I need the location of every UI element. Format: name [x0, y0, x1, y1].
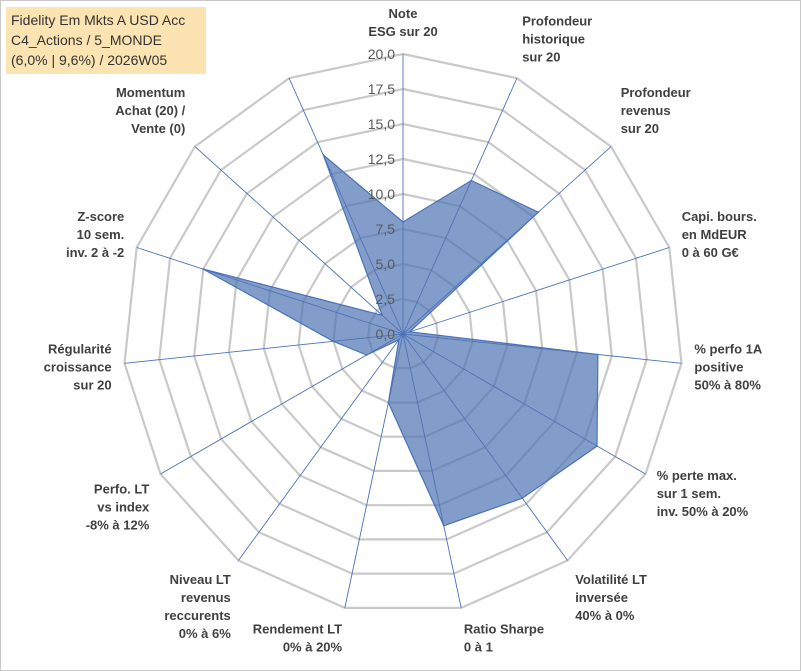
tick-label-7: 17,5 [368, 81, 395, 97]
axis-label-line: inv. 2 à -2 [66, 245, 124, 260]
chart-title-line-3: (6,0% | 9,6%) / 2026W05 [11, 52, 168, 68]
data-point-capi-bours [408, 331, 411, 333]
axis-label-line: Z-score [77, 209, 124, 224]
axis-label-line: 10 sem. [77, 227, 125, 242]
axis-label-line: vs index [97, 500, 150, 515]
axis-label-capi-bours: Capi. bours. en MdEUR 0 à 60 G€ [682, 209, 757, 260]
tick-label-2: 5,0 [376, 256, 396, 272]
grid-ring-8 [123, 52, 683, 610]
axis-label-line: Capi. bours. [682, 209, 757, 224]
axis-label-line: 0 à 60 G€ [682, 245, 739, 260]
data-point-momentum [381, 314, 384, 317]
data-point-regularite-croissance [332, 340, 335, 343]
axis-label-note-esg: Note ESG sur 20 [368, 6, 437, 39]
grid-ring-6 [193, 122, 613, 541]
axis-label-line: % perfo 1A [694, 341, 763, 356]
chart-title-line-1: Fidelity Em Mkts A USD Acc [11, 12, 186, 28]
data-point-axis-15-unlabeled [322, 154, 325, 156]
tick-label-3: 7,5 [376, 221, 396, 237]
data-point-perte-max [596, 445, 598, 447]
axis-label-line: Note [389, 6, 418, 21]
data-point-niveau-lt-revenus [398, 338, 400, 341]
data-point-perfo-lt-vs-index [365, 354, 368, 356]
chart-title-line-2: C4_Actions / 5_MONDE [11, 32, 162, 48]
axis-label-line: 0% à 20% [283, 640, 343, 655]
tick-label-6: 15,0 [368, 116, 395, 132]
axis-label-perfo-1a-positive: % perfo 1A positive 50% à 80% [694, 341, 763, 392]
axis-label-line: Ratio Sharpe [464, 622, 544, 637]
axis-label-line: sur 1 sem. [657, 486, 721, 501]
grid-ring-5 [227, 157, 579, 507]
axis-label-regularite-croissance: Régularité croissance sur 20 [44, 341, 112, 392]
axis-label-line: revenus [621, 103, 671, 118]
axis-label-line: Régularité [48, 341, 112, 356]
axis-label-line: 0% à 6% [179, 626, 231, 641]
axis-label-line: ESG sur 20 [368, 24, 437, 39]
grid-ring-4 [262, 192, 544, 472]
axis-label-line: en MdEUR [682, 227, 748, 242]
tick-label-0: 0,0 [376, 326, 396, 342]
axis-label-niveau-lt-revenus: Niveau LT revenus reccurents 0% à 6% [164, 572, 231, 641]
axis-label-momentum: Momentum Achat (20) / Vente (0) [115, 85, 185, 136]
axis-label-line: Vente (0) [131, 121, 185, 136]
axis-label-line: Momentum [116, 85, 185, 100]
grid-ring-3 [297, 227, 509, 438]
axis-label-line: 40% à 0% [575, 608, 635, 623]
spoke-momentum [194, 146, 404, 335]
axis-label-profondeur-revenus: Profondeur revenus sur 20 [621, 85, 691, 136]
axis-label-line: 50% à 80% [694, 377, 761, 392]
axis-label-line: Niveau LT [170, 572, 231, 587]
data-point-rendement-lt [387, 401, 390, 404]
axis-label-line: sur 20 [522, 49, 560, 64]
axis-label-line: Volatilité LT [575, 572, 647, 587]
axis-label-line: positive [694, 359, 743, 374]
axis-label-line: Perfo. LT [94, 482, 149, 497]
axis-label-rendement-lt: Rendement LT 0% à 20% [253, 622, 343, 655]
axis-label-line: reccurents [164, 608, 230, 623]
data-point-ratio-sharpe [443, 524, 445, 527]
axis-label-line: Profondeur [522, 13, 592, 28]
data-point-profondeur-revenus [537, 211, 540, 213]
axis-label-line: sur 20 [73, 377, 111, 392]
spoke-niveau-lt-revenus [238, 333, 404, 561]
chart-title-box: Fidelity Em Mkts A USD Acc C4_Actions / … [6, 7, 206, 74]
spoke-perfo-lt-vs-index [160, 333, 404, 475]
axis-label-profondeur-historique: Profondeur historique sur 20 [522, 13, 592, 64]
axis-label-z-score: Z-score 10 sem. inv. 2 à -2 [66, 209, 124, 260]
axis-label-line: Rendement LT [253, 622, 342, 637]
axis-label-line: sur 20 [621, 121, 659, 136]
data-point-profondeur-historique [470, 179, 473, 182]
axis-label-perfo-lt-vs-index: Perfo. LT vs index -8% à 12% [86, 482, 150, 533]
axis-label-line: -8% à 12% [86, 518, 150, 533]
axis-label-line: revenus [181, 590, 231, 605]
spoke-capi-bours [402, 247, 670, 335]
axis-label-ratio-sharpe: Ratio Sharpe 0 à 1 [464, 622, 544, 655]
axis-label-line: inversée [575, 590, 628, 605]
data-point-perfo-1a-positive [597, 353, 599, 356]
axis-label-volatilite-lt: Volatilité LT inversée 40% à 0% [575, 572, 647, 623]
data-point-volatilite-lt [521, 497, 524, 500]
axis-label-line: Achat (20) / [115, 103, 185, 118]
axis-label-line: Profondeur [621, 85, 691, 100]
axis-label-line: % perte max. [657, 468, 737, 483]
grid-ring-7 [158, 87, 648, 575]
axis-label-line: croissance [44, 359, 112, 374]
axis-label-line: 0 à 1 [464, 640, 493, 655]
data-point-note-esg [402, 221, 404, 223]
data-point-z-score [202, 268, 205, 270]
tick-label-4: 10,0 [368, 186, 395, 202]
axis-label-line: inv. 50% à 20% [657, 504, 749, 519]
series-area-0 [203, 152, 599, 527]
tick-label-1: 2,5 [376, 291, 396, 307]
tick-label-8: 20,0 [368, 46, 395, 62]
tick-label-5: 12,5 [368, 151, 395, 167]
axis-label-line: historique [522, 31, 585, 46]
axis-label-perte-max: % perte max. sur 1 sem. inv. 50% à 20% [657, 468, 749, 519]
